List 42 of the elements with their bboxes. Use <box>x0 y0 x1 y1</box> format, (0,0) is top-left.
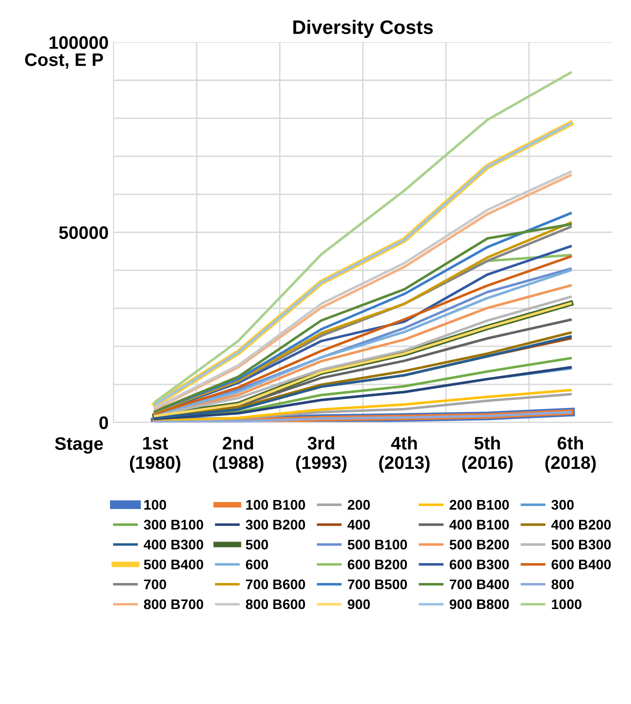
legend-label: 300 B100 <box>144 520 204 530</box>
x-tick-label: 3rd (1993) <box>296 436 346 473</box>
x-tick-label: 1st (1980) <box>130 436 180 473</box>
legend-label: 800 B700 <box>144 599 204 610</box>
y-axis-title: Cost, E P <box>25 53 103 69</box>
legend-label: 500 B400 <box>144 560 204 570</box>
y-tick-label: 50000 <box>59 226 108 240</box>
legend-label: 100 B100 <box>246 500 306 510</box>
legend-label: 500 <box>246 540 268 550</box>
legend-label: 800 B600 <box>246 599 306 610</box>
x-tick-label: 6th (2018) <box>545 436 596 473</box>
legend-label: 700 B500 <box>348 579 407 590</box>
legend-label: 700 B400 <box>450 579 509 590</box>
legend-label: 400 B200 <box>551 520 611 530</box>
legend-label: 500 B300 <box>552 540 611 550</box>
legend-label: 200 B100 <box>450 500 509 510</box>
legend-label: 700 B600 <box>246 579 306 590</box>
x-axis-title: Stage <box>54 437 103 454</box>
legend-label: 800 <box>552 579 574 590</box>
legend-label: 600 B400 <box>552 560 611 570</box>
legend-label: 400 B100 <box>449 520 509 530</box>
legend-label: 600 B200 <box>348 560 407 570</box>
chart-title: Diversity Costs <box>293 20 433 38</box>
legend-label: 100 <box>144 500 166 510</box>
legend-label: 1000 <box>552 599 582 610</box>
legend-label: 600 B300 <box>450 560 509 570</box>
x-tick-label: 5th (2016) <box>462 436 513 473</box>
legend-label: 300 B200 <box>246 520 306 530</box>
legend-label: 500 B200 <box>450 540 509 550</box>
legend-label: 500 B100 <box>348 540 407 550</box>
legend-label: 200 <box>348 500 370 510</box>
x-tick-label: 4th (2013) <box>379 436 430 473</box>
legend-label: 400 B300 <box>144 540 204 550</box>
x-tick-label: 2nd (1988) <box>213 436 264 473</box>
y-tick-label: 100000 <box>50 36 108 49</box>
legend-label: 900 <box>348 599 370 610</box>
y-tick-label: 0 <box>99 416 108 430</box>
legend-label: 600 <box>246 560 268 570</box>
legend-label: 300 <box>551 500 574 510</box>
legend-label: 900 B800 <box>450 599 509 610</box>
legend-label: 400 <box>348 520 370 530</box>
legend-label: 700 <box>144 579 166 590</box>
